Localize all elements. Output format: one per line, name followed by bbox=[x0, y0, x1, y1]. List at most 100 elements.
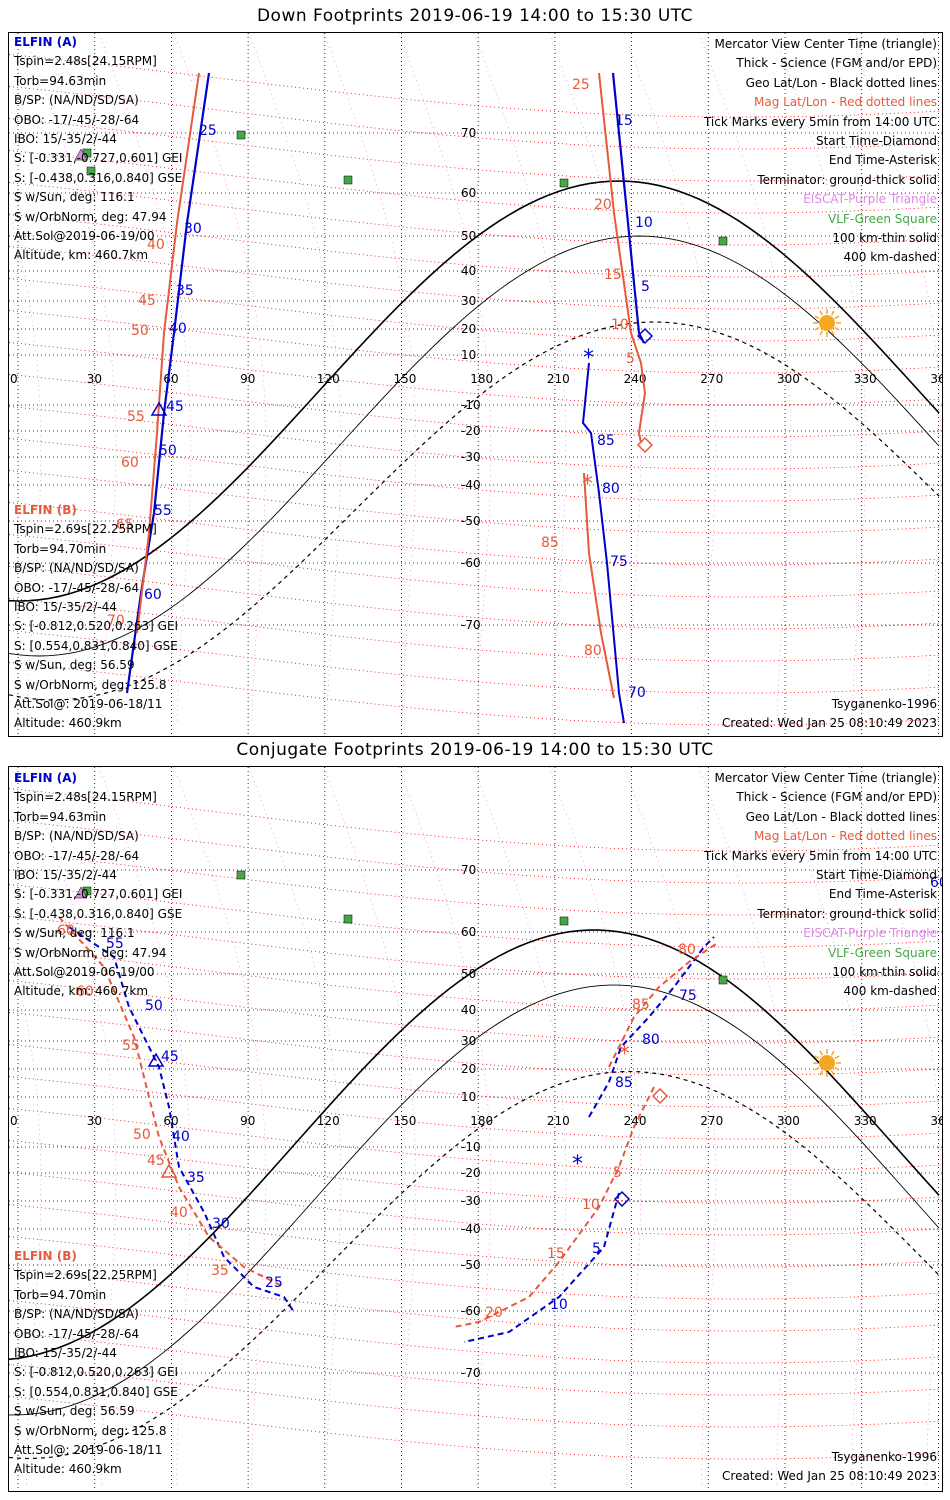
sun-ray bbox=[819, 1050, 824, 1056]
sun-ray bbox=[830, 310, 835, 316]
mag-lat-line bbox=[9, 310, 940, 374]
terminator bbox=[9, 984, 940, 1416]
info-line: IBO: 15/-35/2/-44 bbox=[14, 132, 117, 147]
footer: Tsyganenko-1996 Created: Wed Jan 25 08:1… bbox=[722, 1448, 937, 1487]
lat-tick-label: 10 bbox=[461, 348, 476, 362]
vlf-station bbox=[559, 916, 569, 926]
map-canvas: 0 30 60 90 120 150 180 210 240 270 300 330 360 70 60 50… bbox=[9, 767, 942, 1491]
lon-tick-label: 150 bbox=[394, 1114, 417, 1128]
start-diamond bbox=[651, 1087, 669, 1105]
center-triangle bbox=[150, 401, 168, 416]
eiscat-station bbox=[74, 148, 88, 161]
legend-item: Geo Lat/Lon - Black dotted lines bbox=[745, 809, 937, 824]
created-label: Created: Wed Jan 25 08:10:49 2023 bbox=[722, 1469, 937, 1484]
sun-ray bbox=[819, 330, 824, 336]
elfin-b-tick-label: 35 bbox=[211, 1263, 229, 1279]
elfin-b-track-east bbox=[598, 72, 647, 444]
info-line: B/SP: (NA/ND/SD/SA) bbox=[14, 561, 139, 576]
lon-tick-label: 360 bbox=[930, 1114, 942, 1128]
elfin-a-track-west bbox=[68, 926, 295, 1313]
lat-tick-label: -50 bbox=[461, 1258, 481, 1272]
elfin-b-tick-label: 45 bbox=[147, 1153, 165, 1169]
info-line: OBO: -17/-45/-28/-64 bbox=[14, 1326, 140, 1341]
lat-tick-label: 60 bbox=[461, 186, 476, 200]
info-line: Torb=94.63min bbox=[14, 809, 107, 824]
legend-item: Tick Marks every 5min from 14:00 UTC bbox=[703, 114, 937, 129]
lat-tick-label: 50 bbox=[461, 229, 476, 243]
lat-tick-label: -30 bbox=[461, 450, 481, 464]
info-line: Tspin=2.48s[24.15RPM] bbox=[14, 790, 157, 805]
legend-item: Start Time-Diamond bbox=[815, 868, 937, 883]
elfin-b-track-west bbox=[136, 72, 200, 634]
lat-tick-label: 40 bbox=[461, 264, 476, 278]
elfin-a-tick-label: 50 bbox=[159, 443, 177, 459]
elfin-a-tick-label: 25 bbox=[199, 123, 217, 139]
vlf-station bbox=[559, 178, 569, 188]
info-line: Att.Sol@2019-06-19/00 bbox=[14, 229, 155, 244]
end-asterisk: * bbox=[583, 346, 594, 371]
created-label: Created: Wed Jan 25 08:10:49 2023 bbox=[722, 716, 937, 731]
legend-item: Terminator: ground-thick solid bbox=[757, 172, 937, 187]
start-diamond bbox=[636, 327, 654, 345]
down-footprints-map: 0 30 60 90 120 150 180 210 240 270 300 330 360 70 60 50… bbox=[8, 32, 943, 737]
elfin-a-tick-label: 45 bbox=[166, 399, 184, 415]
elfin-a-tick-label: 75 bbox=[679, 988, 697, 1004]
elfin-a-tick-label: 30 bbox=[212, 1216, 230, 1232]
vlf-station bbox=[236, 130, 246, 140]
lon-tick-label: 60 bbox=[163, 372, 178, 386]
info-line: S w/OrbNorm, deg: 47.94 bbox=[14, 945, 167, 960]
elfin-a-tick-label: 85 bbox=[597, 433, 615, 449]
map-canvas: 0 30 60 90 120 150 180 210 240 270 300 330 360 70 60 50… bbox=[9, 33, 942, 736]
lat-tick-label: 10 bbox=[461, 1090, 476, 1104]
vlf-station bbox=[236, 870, 246, 880]
elfin-a-tick-label: 10 bbox=[550, 1297, 568, 1313]
elfin-b-track-south bbox=[583, 472, 615, 699]
legend-item: Mag Lat/Lon - Red dotted lines bbox=[753, 95, 937, 110]
elfin-b-tick-label: 80 bbox=[678, 942, 696, 958]
legend-item: 100 km-thin solid bbox=[832, 231, 937, 246]
legend-item: Tick Marks every 5min from 14:00 UTC bbox=[703, 848, 937, 863]
lon-tick-label: 270 bbox=[700, 372, 723, 386]
info-line: B/SP: (NA/ND/SD/SA) bbox=[14, 1307, 139, 1322]
lat-tick-label: -40 bbox=[461, 478, 481, 492]
vlf-station bbox=[718, 975, 728, 985]
info-line: S w/OrbNorm, deg: 125.8 bbox=[14, 677, 167, 692]
legend-item: VLF-Green Square bbox=[828, 211, 937, 226]
info-line: S w/OrbNorm, deg: 47.94 bbox=[14, 209, 167, 224]
info-line: IBO: 15/-35/2/-44 bbox=[14, 600, 117, 615]
elfin-b-tick-label: 15 bbox=[604, 267, 622, 283]
sun-ray bbox=[830, 1050, 835, 1056]
legend-item: EISCAT-Purple Triangle bbox=[803, 192, 937, 207]
lon-tick-label: 180 bbox=[470, 372, 493, 386]
lat-tick-label: 70 bbox=[461, 863, 476, 877]
panel-title-conjugate: Conjugate Footprints 2019-06-19 14:00 to… bbox=[236, 740, 714, 760]
info-line: S: [0.554,0.831,0.840] GSE bbox=[14, 1384, 178, 1399]
info-line: Tspin=2.48s[24.15RPM] bbox=[14, 54, 157, 69]
elfin-b-label: ELFIN (B) bbox=[14, 1249, 77, 1263]
sun-ray bbox=[830, 330, 835, 336]
elfin-a-tick-label: 80 bbox=[642, 1032, 660, 1048]
elfin-b-tick-label: 70 bbox=[107, 613, 125, 629]
elfin-b-tick-label: 20 bbox=[594, 197, 612, 213]
legend: Mercator View Center Time (triangle) Thi… bbox=[704, 769, 937, 1002]
eiscat-station bbox=[74, 886, 88, 899]
end-asterisk: * bbox=[572, 1152, 583, 1177]
elfin-b-tick-label: 40 bbox=[170, 1205, 188, 1221]
lat-tick-label: 30 bbox=[461, 294, 476, 308]
lon-tick-label: 300 bbox=[777, 372, 800, 386]
sun-ray bbox=[814, 315, 820, 320]
info-line: S w/Sun, deg: 116.1 bbox=[14, 926, 135, 941]
info-line: IBO: 15/-35/2/-44 bbox=[14, 1346, 117, 1361]
sun-ray bbox=[830, 1070, 835, 1076]
lon-tick-label: 180 bbox=[470, 1114, 493, 1128]
elfin-b-track-south bbox=[453, 1086, 655, 1328]
elfin-b-tick-label: 55 bbox=[122, 1038, 140, 1054]
elfin-a-tick-label: 55 bbox=[154, 503, 172, 519]
elfin-a-tick-label: 85 bbox=[615, 1075, 633, 1091]
lon-tick-label: 0 bbox=[10, 372, 18, 386]
start-diamond bbox=[636, 436, 654, 454]
lon-tick-label: 360 bbox=[930, 372, 942, 386]
sun-ray bbox=[834, 1066, 840, 1071]
lat-tick-label: -20 bbox=[461, 424, 481, 438]
lon-tick-label: 90 bbox=[240, 1114, 255, 1128]
